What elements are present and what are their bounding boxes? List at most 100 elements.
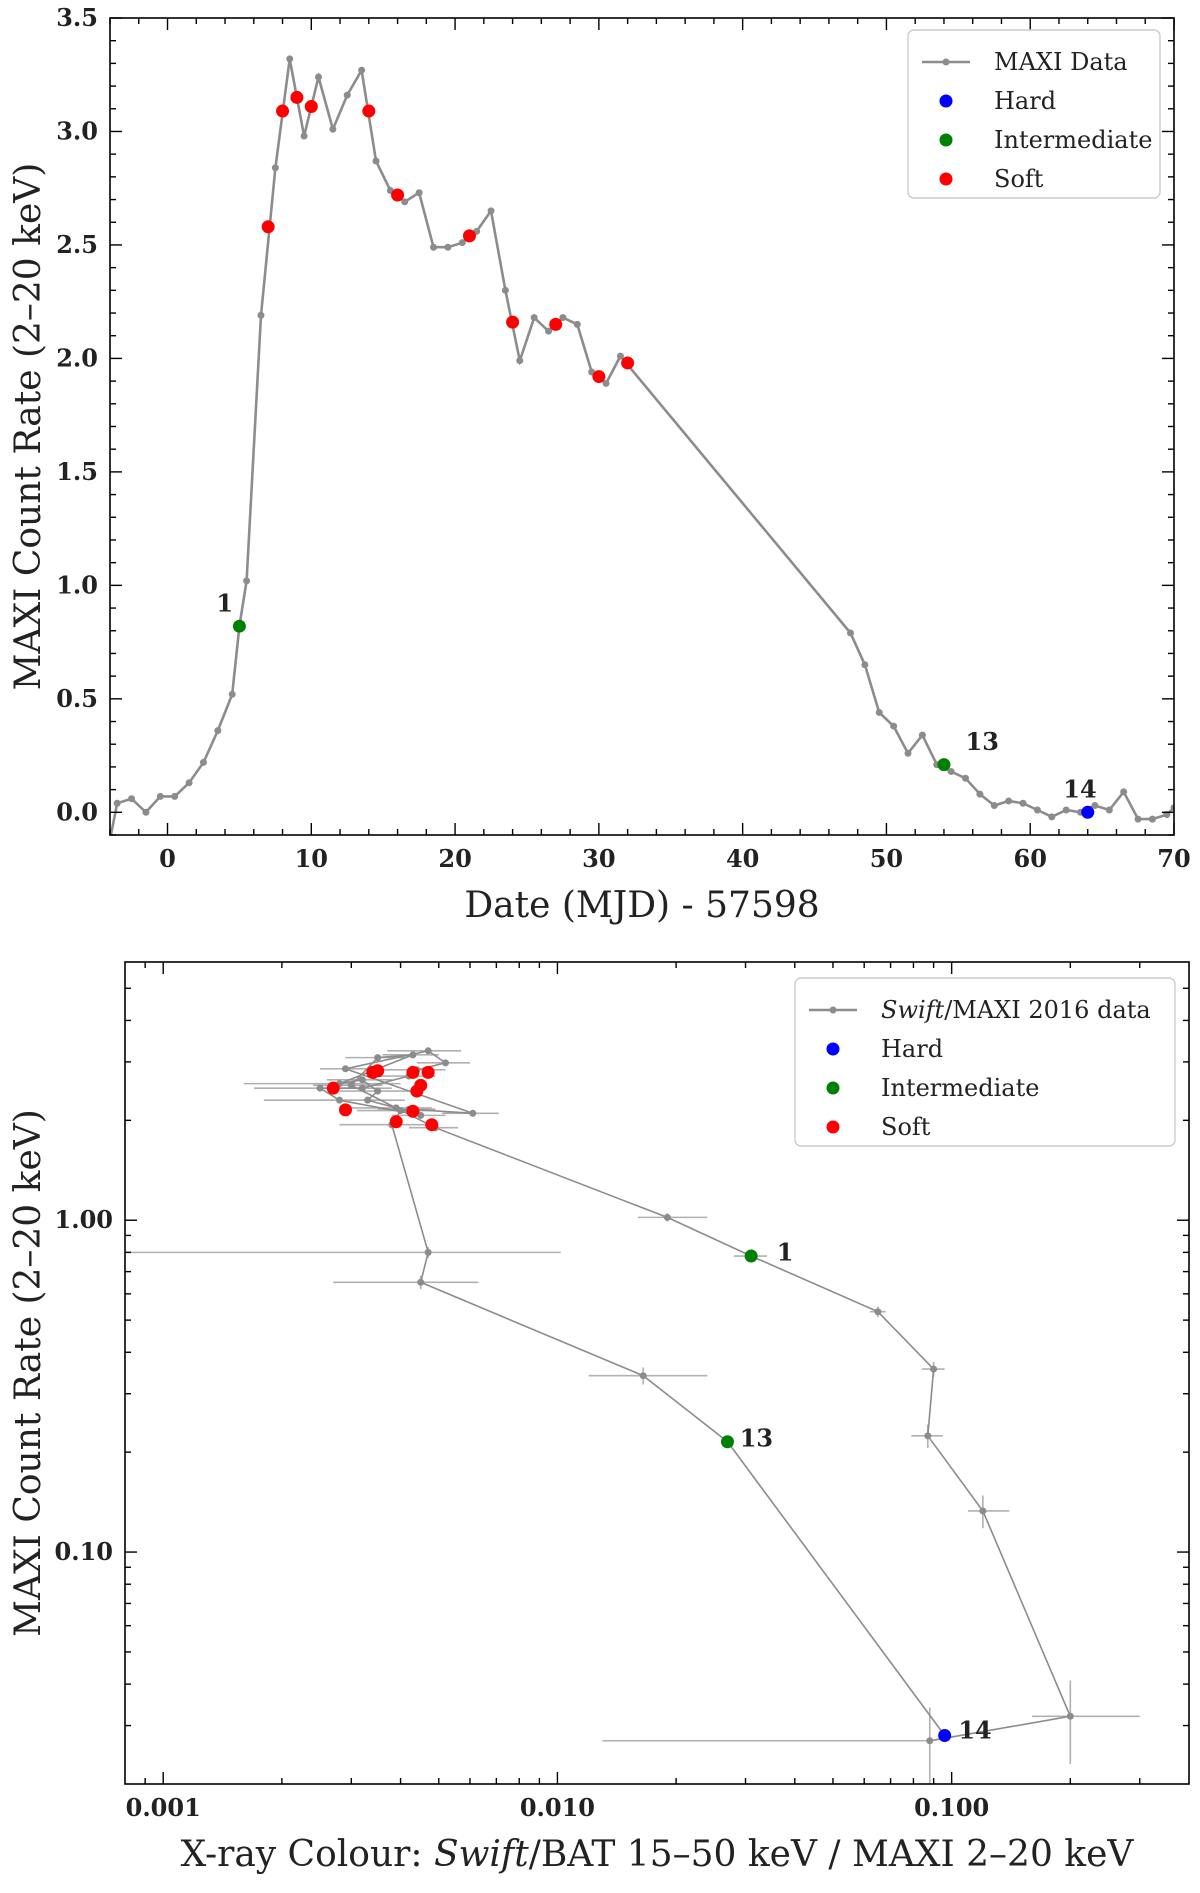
- data-point: [341, 1065, 349, 1073]
- soft-state-marker: [276, 104, 290, 118]
- maxi-data-point: [329, 125, 337, 133]
- hard-state-marker: [1081, 805, 1095, 819]
- legend-entry: Hard: [994, 87, 1056, 115]
- maxi-data-point: [487, 207, 495, 215]
- intermediate-state-marker: [720, 1435, 734, 1449]
- data-point: [424, 1248, 432, 1256]
- soft-state-marker: [621, 356, 635, 370]
- point-annotation: 13: [740, 1423, 773, 1452]
- maxi-data-point: [516, 357, 524, 365]
- point-annotation: 14: [958, 1715, 991, 1744]
- point-annotation: 1: [777, 1237, 794, 1266]
- data-point: [441, 1059, 449, 1067]
- maxi-data-point: [962, 774, 970, 782]
- maxi-data-point: [343, 91, 351, 99]
- maxi-data-point: [501, 286, 509, 294]
- data-point: [926, 1737, 934, 1745]
- maxi-data-point: [142, 808, 150, 816]
- maxi-data-point: [314, 73, 322, 81]
- data-point: [874, 1308, 882, 1316]
- x-tick-label: 0: [159, 844, 176, 873]
- maxi-data-point: [228, 690, 236, 698]
- hard-state-marker: [938, 1729, 952, 1743]
- legend-marker: [826, 1042, 840, 1056]
- maxi-data-point: [1005, 797, 1013, 805]
- maxi-data-point: [530, 314, 538, 322]
- y-tick-label: 1.5: [56, 457, 98, 486]
- y-axis-label: MAXI Count Rate (2–20 keV): [8, 163, 49, 691]
- maxi-data-point: [602, 379, 610, 387]
- x-tick-label: 30: [582, 844, 615, 873]
- legend-entry: Soft: [881, 1113, 931, 1141]
- maxi-data-point: [1062, 806, 1070, 814]
- y-tick-label: 2.0: [56, 343, 98, 372]
- soft-state-marker: [592, 370, 606, 384]
- maxi-data-point: [947, 767, 955, 775]
- x-tick-label: 50: [870, 844, 903, 873]
- maxi-data-point: [1148, 815, 1156, 823]
- maxi-data-point: [415, 189, 423, 197]
- data-point: [358, 1084, 366, 1092]
- maxi-data-point: [1033, 806, 1041, 814]
- soft-state-marker: [362, 104, 376, 118]
- legend-entry: Intermediate: [881, 1074, 1039, 1102]
- data-point: [417, 1278, 425, 1286]
- y-tick-label: 1.0: [56, 570, 98, 599]
- soft-state-marker: [326, 1081, 340, 1095]
- legend-marker: [826, 1120, 840, 1134]
- maxi-data-point: [444, 243, 452, 251]
- maxi-data-point: [243, 577, 251, 585]
- hardness-intensity-panel: 0.001 0.010 0.100 0.10 1.00 X-ray Colour: Swi…: [8, 961, 1190, 1875]
- data-point: [347, 1081, 355, 1089]
- y-tick-label: 0.0: [56, 797, 98, 826]
- intermediate-state-marker: [937, 758, 951, 772]
- x-tick-label: 0.001: [126, 1793, 201, 1822]
- maxi-data-point: [1091, 801, 1099, 809]
- legend-point-handle: [829, 1006, 837, 1014]
- intermediate-state-marker: [744, 1249, 758, 1263]
- maxi-data-point: [156, 792, 164, 800]
- legend-marker: [826, 1081, 840, 1095]
- legend-box: [794, 977, 1176, 1147]
- data-point: [374, 1087, 382, 1095]
- data-point: [639, 1372, 647, 1380]
- legend-marker: [939, 94, 953, 108]
- maxi-data-point: [976, 790, 984, 798]
- maxi-data-point: [875, 708, 883, 716]
- data-point: [316, 1084, 324, 1092]
- plot-area: [125, 1047, 1140, 1784]
- data-point: [335, 1096, 343, 1104]
- legend-entry: Swift/MAXI 2016 data: [881, 996, 1151, 1024]
- legend-entry: Soft: [994, 165, 1044, 193]
- x-tick-label: 40: [726, 844, 759, 873]
- maxi-data-point: [861, 661, 869, 669]
- legend-entry: MAXI Data: [994, 48, 1128, 76]
- maxi-data-point: [171, 792, 179, 800]
- maxi-data-point: [1048, 813, 1056, 821]
- maxi-data-point: [257, 311, 265, 319]
- maxi-data-point: [300, 132, 308, 140]
- data-point: [469, 1109, 477, 1117]
- maxi-data-point: [890, 722, 898, 730]
- x-tick-label: 10: [295, 844, 328, 873]
- data-point: [979, 1507, 987, 1515]
- maxi-data-point: [990, 801, 998, 809]
- legend-entry: Hard: [881, 1035, 943, 1063]
- soft-state-marker: [391, 188, 405, 202]
- soft-state-marker: [421, 1065, 435, 1079]
- plot-area: [110, 55, 1174, 835]
- x-tick-label: 0.100: [914, 1793, 989, 1822]
- legend-box: [907, 29, 1161, 199]
- maxi-data-point: [199, 758, 207, 766]
- maxi-data-point: [113, 799, 121, 807]
- x-axis-label: Date (MJD) - 57598: [464, 885, 819, 926]
- maxi-data-point: [1170, 804, 1174, 812]
- data-point: [1066, 1712, 1074, 1720]
- soft-state-marker: [290, 90, 304, 104]
- x-axis-label: X-ray Colour: Swift/BAT 15–50 keV / MAXI…: [181, 1834, 1135, 1875]
- x-tick-label: 60: [1014, 844, 1047, 873]
- soft-state-marker: [406, 1065, 420, 1079]
- maxi-data-point: [214, 727, 222, 735]
- maxi-data-point: [401, 198, 409, 206]
- maxi-data-point: [1134, 815, 1142, 823]
